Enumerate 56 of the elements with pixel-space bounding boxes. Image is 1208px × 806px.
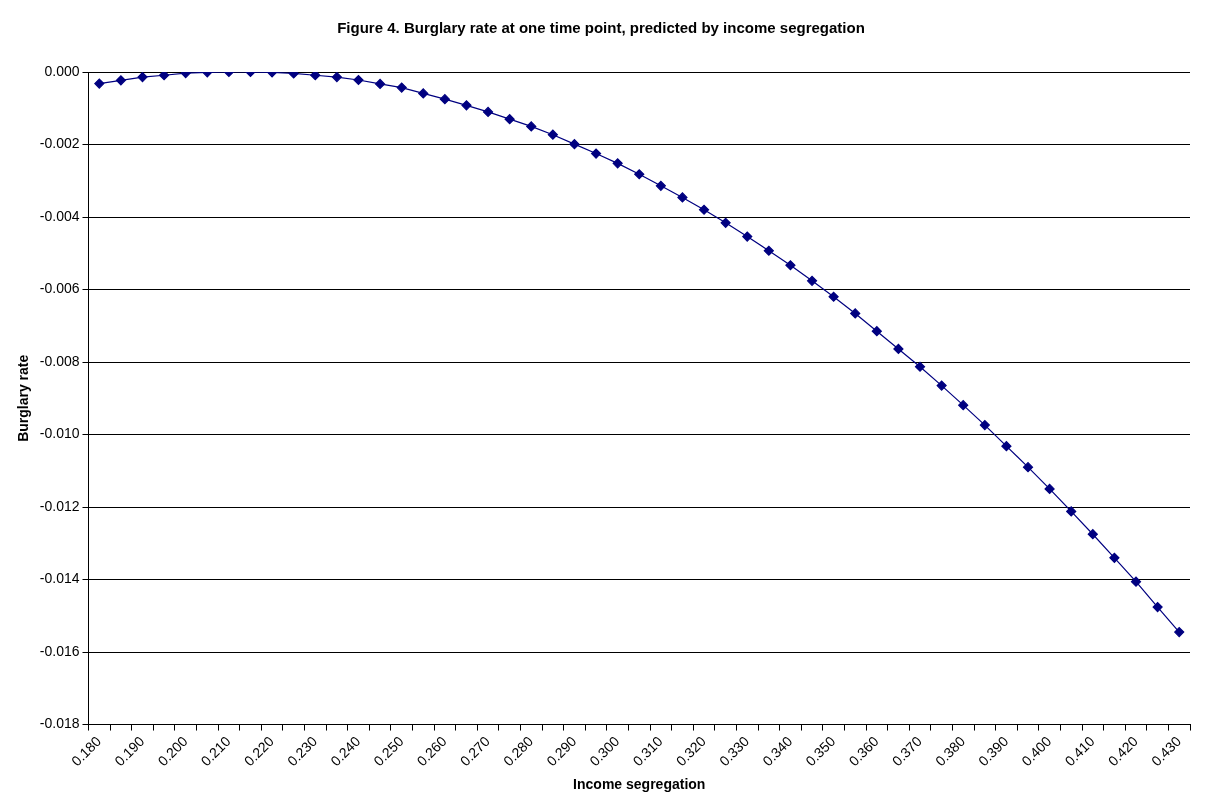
y-tick-label: -0.016 (39, 642, 80, 659)
point (1044, 483, 1055, 495)
y-tick-label: -0.010 (39, 425, 80, 442)
point (612, 158, 623, 169)
point (893, 343, 904, 355)
point (871, 326, 882, 337)
point (94, 78, 105, 89)
point (742, 231, 753, 242)
x-axis-title: Income segregation (573, 776, 706, 793)
point (1152, 601, 1163, 613)
point (634, 169, 645, 180)
point (310, 72, 321, 81)
y-axis-title: Burglary rate (15, 354, 32, 442)
point (418, 88, 429, 99)
y-tick-label: -0.004 (39, 207, 80, 224)
point (396, 82, 407, 93)
point (1087, 529, 1098, 540)
point (331, 72, 342, 83)
point (590, 148, 602, 159)
y-tick-label: -0.002 (39, 135, 80, 152)
point (677, 192, 688, 203)
point (1001, 441, 1012, 452)
point (720, 217, 731, 228)
y-tick-label: -0.012 (39, 497, 80, 514)
point (936, 380, 947, 391)
point (1066, 506, 1077, 517)
point (547, 129, 558, 140)
chart-title: Figure 4. Burglary rate at one time point, predicted by income segregation (337, 19, 865, 37)
y-tick-label: -0.014 (39, 570, 80, 587)
y-tick-label: 0.000 (44, 62, 80, 79)
point (785, 260, 796, 271)
point (504, 114, 515, 125)
point (439, 94, 450, 105)
point (526, 121, 537, 132)
point (828, 291, 839, 302)
point (655, 180, 666, 191)
point (115, 75, 126, 86)
point (806, 275, 818, 286)
point (461, 100, 472, 111)
point (569, 139, 580, 150)
point (958, 400, 969, 411)
point (158, 72, 170, 81)
point (979, 420, 990, 431)
point (1130, 576, 1142, 587)
point (374, 78, 386, 90)
point (482, 106, 494, 117)
point (914, 361, 926, 372)
y-tick-label: -0.008 (39, 352, 80, 369)
point (698, 204, 710, 215)
y-tick-label: -0.018 (39, 715, 80, 732)
point (1174, 627, 1185, 638)
point (1022, 462, 1034, 473)
point (1109, 552, 1120, 563)
y-tick-label: -0.006 (39, 280, 80, 297)
point (763, 245, 774, 256)
point (850, 308, 861, 319)
